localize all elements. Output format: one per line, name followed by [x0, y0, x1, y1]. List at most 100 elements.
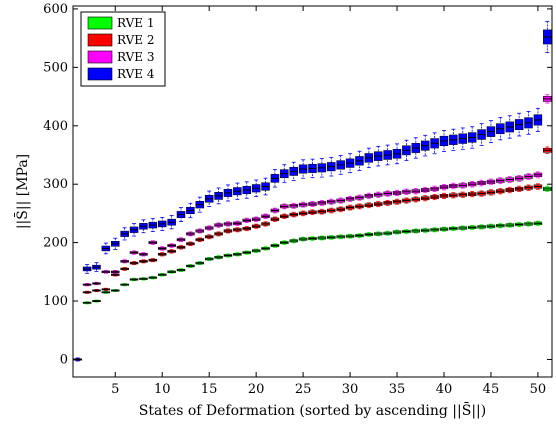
box-mark [251, 216, 261, 222]
box-mark [420, 186, 430, 194]
box-mark [233, 227, 242, 233]
y-axis-label: ||S̄|| [MPa] [13, 154, 31, 229]
legend-label: RVE 4 [117, 67, 155, 81]
box-mark [157, 252, 167, 257]
box-mark [139, 259, 148, 264]
box-mark [458, 182, 468, 189]
box-mark [505, 186, 514, 194]
box-mark [298, 159, 308, 179]
box-mark [524, 221, 533, 227]
box-mark [148, 218, 158, 232]
legend-swatch [87, 33, 113, 47]
x-tick-label: 40 [436, 382, 453, 397]
box-mark [204, 234, 214, 240]
box-mark [120, 259, 129, 264]
box-mark [280, 213, 289, 220]
box-mark [402, 139, 411, 161]
box-mark [298, 236, 308, 242]
legend: RVE 1 RVE 2 RVE 3 RVE 4 [80, 11, 166, 87]
box-mark [336, 206, 345, 213]
box-mark [496, 117, 505, 141]
box-mark [242, 181, 252, 199]
box-mark [449, 192, 458, 199]
box-mark [101, 242, 111, 255]
box-mark [308, 236, 317, 241]
box-mark [496, 223, 505, 229]
box-mark [280, 203, 289, 210]
box-mark [214, 231, 223, 237]
box-mark [392, 143, 402, 165]
box-mark [270, 216, 280, 222]
x-tick-label: 50 [530, 382, 547, 397]
box-mark [195, 261, 205, 266]
box-mark [223, 253, 233, 258]
legend-label: RVE 2 [117, 33, 154, 47]
box-mark [82, 283, 92, 287]
plot-area [73, 20, 552, 362]
box-mark [411, 228, 421, 234]
box-mark [317, 235, 327, 241]
box-mark [195, 237, 205, 243]
box-mark [543, 185, 552, 193]
box-mark [430, 227, 439, 233]
box-mark [82, 301, 92, 305]
box-mark [242, 250, 252, 255]
box-mark [157, 273, 167, 277]
box-mark [449, 226, 458, 232]
y-tick-label: 300 [43, 177, 68, 192]
box-mark [392, 198, 402, 205]
box-mark [317, 158, 327, 178]
series-1 [73, 185, 552, 361]
box-mark [233, 220, 242, 226]
box-mark [524, 173, 533, 180]
x-tick-label: 5 [111, 382, 119, 397]
box-mark [289, 238, 298, 244]
box-mark [496, 177, 505, 184]
box-mark [280, 240, 289, 245]
box-mark [129, 261, 139, 266]
box-mark [345, 233, 355, 239]
box-mark [355, 203, 364, 210]
box-mark [167, 243, 176, 248]
x-tick-label: 20 [248, 382, 265, 397]
y-tick-label: 400 [43, 119, 68, 134]
box-mark [176, 207, 186, 222]
box-mark [336, 197, 345, 204]
box-mark [261, 246, 270, 251]
box-mark [505, 222, 514, 228]
box-mark [92, 299, 101, 303]
box-mark [486, 178, 496, 186]
box-mark [373, 145, 383, 167]
y-tick-label: 500 [43, 60, 68, 75]
box-mark [186, 231, 195, 237]
box-mark [458, 191, 468, 198]
box-mark [383, 144, 392, 166]
box-mark [167, 249, 176, 254]
box-mark [92, 289, 101, 293]
box-mark [111, 237, 120, 250]
box-mark [261, 177, 270, 196]
series-4 [73, 20, 552, 362]
box-mark [317, 199, 327, 206]
box-mark [214, 187, 223, 205]
legend-swatch [87, 67, 113, 81]
box-mark [139, 252, 148, 257]
box-mark [439, 226, 449, 232]
box-mark [364, 232, 374, 237]
x-tick-label: 25 [295, 382, 312, 397]
box-mark [270, 169, 280, 188]
box-mark [129, 250, 139, 255]
box-mark [355, 150, 364, 171]
box-mark [411, 188, 421, 195]
box-mark [176, 237, 186, 243]
box-mark [477, 190, 486, 197]
box-mark [139, 277, 148, 281]
box-mark [195, 228, 205, 234]
box-mark [402, 229, 411, 234]
box-mark [420, 195, 430, 202]
box-mark [308, 158, 317, 179]
box-mark [120, 227, 129, 241]
box-mark [167, 215, 176, 230]
box-mark [129, 277, 139, 282]
box-mark [467, 224, 477, 230]
